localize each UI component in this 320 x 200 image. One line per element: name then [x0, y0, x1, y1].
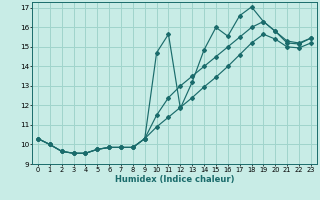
X-axis label: Humidex (Indice chaleur): Humidex (Indice chaleur) [115, 175, 234, 184]
